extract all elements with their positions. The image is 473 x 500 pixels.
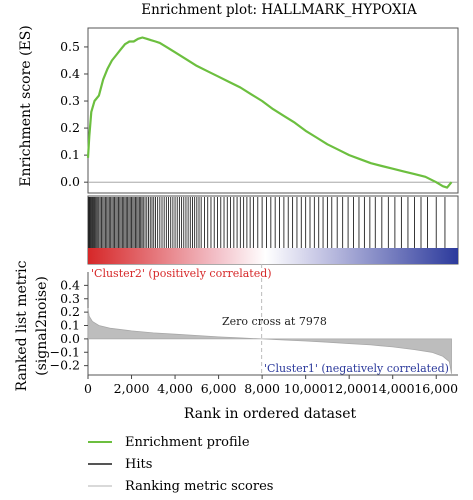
x-axis-label: Rank in ordered dataset [184,406,357,422]
hit-marks [87,197,446,248]
metric-y-tick-label: 0.3 [60,291,80,306]
chart-layer: 0.00.10.20.30.40.5−0.2−0.10.00.10.20.30.… [50,27,459,494]
metric-axis-label-2: (signal2noise) [34,276,50,376]
chart-title: Enrichment plot: HALLMARK_HYPOXIA [141,2,417,18]
legend-label: Ranking metric scores [125,479,273,494]
ranking-gradient-bar [88,248,458,264]
x-tick-label: 0 [84,381,92,396]
es-y-tick-label: 0.3 [60,93,80,108]
metric-y-tick-label: −0.1 [50,344,80,359]
legend-item: Enrichment profile [88,435,250,450]
legend-item: Ranking metric scores [88,479,273,494]
zero-cross-label: Zero cross at 7978 [222,315,327,328]
metric-y-tick-label: 0.0 [60,331,80,346]
metric-axis-label-1: Ranked list metric [14,260,30,391]
x-tick-label: 10,000 [284,381,328,396]
x-tick-label: 8,000 [244,381,280,396]
x-tick-label: 6,000 [201,381,237,396]
x-tick-label: 2,000 [114,381,150,396]
metric-y-tick-label: 0.4 [60,277,80,292]
es-panel-frame [87,27,459,194]
es-y-tick-label: 0.2 [60,120,80,135]
legend-label: Hits [125,457,152,472]
cluster2-label: 'Cluster2' (positively correlated) [91,267,272,280]
metric-y-tick-label: 0.1 [60,318,80,333]
metric-y-tick-label: 0.2 [60,304,80,319]
ranking-metric-area [87,308,452,374]
enrichment-profile-line [86,36,453,189]
es-y-tick-label: 0.4 [60,66,80,81]
metric-y-tick-label: −0.2 [50,358,80,373]
es-y-tick-label: 0.0 [60,174,80,189]
legend-label: Enrichment profile [125,435,250,450]
x-tick-label: 4,000 [157,381,193,396]
cluster1-label: 'Cluster1' (negatively correlated) [264,362,449,375]
es-axis-label: Enrichment score (ES) [18,25,34,187]
x-tick-label: 16,000 [414,381,458,396]
x-tick-label: 14,000 [371,381,415,396]
legend-item: Hits [88,457,152,472]
es-y-tick-label: 0.1 [60,147,80,162]
es-y-tick-label: 0.5 [60,39,80,54]
x-tick-label: 12,000 [327,381,371,396]
